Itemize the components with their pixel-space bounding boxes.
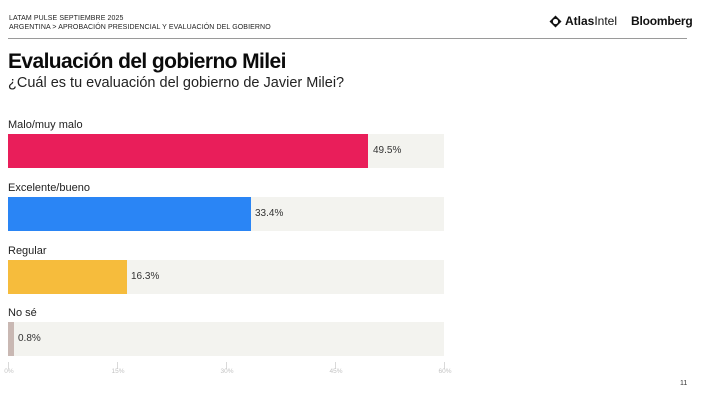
axis-label-45: 45% [329,368,343,375]
bar-excelente [8,197,251,231]
axis-label-0: 0% [4,368,14,375]
atlasintel-diamond-icon [549,15,562,28]
bloomberg-logo: Bloomberg [631,14,693,28]
atlasintel-logo: AtlasIntel [549,14,617,28]
axis-tick-60 [444,362,445,369]
row-label-excelente: Excelente/bueno [8,182,90,194]
axis-tick-15 [117,362,118,369]
logo-text-intel: Intel [594,14,618,28]
value-label-nose: 0.8% [18,333,41,344]
bar-track-excelente: 33.4% [8,197,444,231]
page-number: 11 [680,380,688,387]
axis-tick-30 [226,362,227,369]
value-label-excelente: 33.4% [255,208,284,219]
bar-track-nose: 0.8% [8,322,444,356]
value-label-malo: 49.5% [373,145,402,156]
header-line-1: LATAM PULSE SEPTIEMBRE 2025 [9,15,124,22]
axis-tick-45 [335,362,336,369]
logo-text-atlas: Atlas [565,14,595,28]
bar-track-regular: 16.3% [8,260,444,294]
bar-track-malo: 49.5% [8,134,444,168]
page-subtitle: ¿Cuál es tu evaluación del gobierno de J… [8,75,345,91]
axis-label-15: 15% [111,368,125,375]
axis-label-30: 30% [220,368,234,375]
row-label-regular: Regular [8,245,47,257]
row-label-malo: Malo/muy malo [8,119,83,131]
axis-tick-0 [8,362,9,369]
row-label-nose: No sé [8,307,37,319]
page-title: Evaluación del gobierno Milei [8,50,286,73]
header-divider [8,38,687,39]
bar-malo [8,134,368,168]
bar-nose [8,322,14,356]
bar-regular [8,260,127,294]
axis-label-60: 60% [438,368,452,375]
value-label-regular: 16.3% [131,271,160,282]
breadcrumb: ARGENTINA > APROBACIÓN PRESIDENCIAL Y EV… [9,24,271,31]
